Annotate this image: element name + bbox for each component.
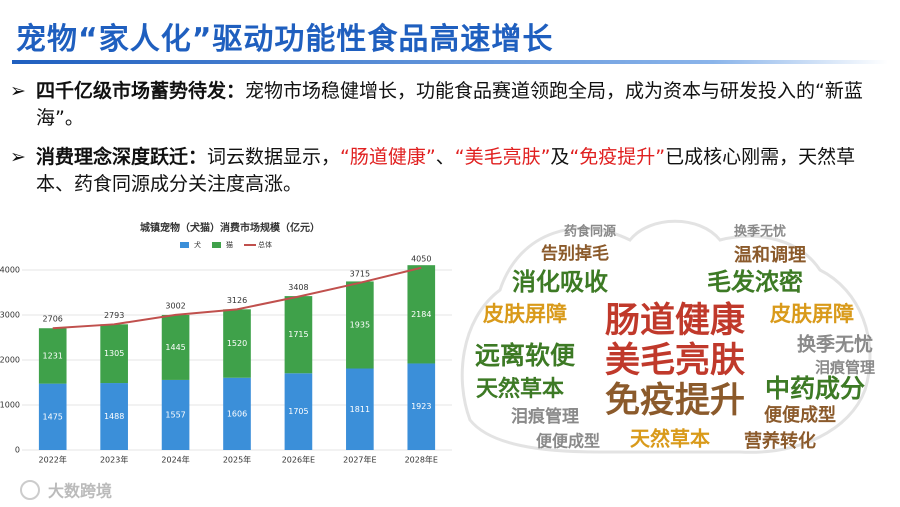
bar-segment (38, 328, 67, 384)
cloud-word: 中药成分 (765, 374, 865, 403)
bar-segment (100, 324, 128, 384)
bar-segment (100, 383, 128, 450)
y-tick-label: 3000 (0, 311, 20, 320)
data-label: 1488 (104, 412, 124, 421)
bar-segment (161, 379, 190, 450)
data-label: 2793 (104, 311, 124, 320)
data-label: 1557 (165, 410, 185, 419)
cloud-word: 消化吸收 (512, 268, 608, 296)
bar-segment (284, 373, 313, 450)
y-tick-label: 4000 (0, 266, 20, 275)
cloud-word: 换季无忧 (797, 333, 873, 356)
cloud-word: 温和调理 (734, 245, 806, 266)
bar-segment (346, 281, 374, 369)
data-label: 3002 (165, 301, 185, 310)
bar-segment (407, 265, 436, 364)
data-label: 1606 (227, 409, 247, 418)
bar-segment (223, 377, 251, 450)
bar-segment (38, 383, 67, 450)
cloud-word: 泪痕管理 (511, 406, 579, 427)
bullet-lead: 四千亿级市场蓄势待发： (36, 80, 246, 102)
data-label: 1520 (227, 339, 247, 348)
data-label: 2706 (43, 315, 63, 324)
legend-swatch (180, 242, 189, 248)
title-underline (12, 60, 888, 64)
x-tick-label: 2022年 (39, 455, 67, 465)
total-line (52, 266, 422, 330)
bullet-lead: 消费理念深度跃迁： (36, 146, 208, 168)
data-label: 1305 (104, 349, 124, 358)
chart-title: 城镇宠物（犬猫）消费市场规模（亿元） (140, 221, 320, 234)
cloud-word: 换季无忧 (734, 224, 786, 240)
bullet-text: “免疫提升” (569, 146, 666, 168)
data-label: 1811 (350, 405, 370, 414)
bar-segment (346, 368, 374, 450)
x-tick-label: 2028年E (405, 455, 438, 465)
cloud-word: 药食同源 (564, 224, 616, 240)
bullet: ➢ 四千亿级市场蓄势待发：宠物市场稳健增长，功能食品赛道领跑全局，成为资本与研发投… (10, 80, 863, 129)
y-tick-label: 2000 (0, 356, 20, 365)
data-label: 1705 (288, 407, 308, 416)
x-tick-label: 2023年 (100, 455, 128, 465)
cloud-word: 毛发浓密 (707, 268, 803, 296)
cloud-word: 便便成型 (764, 404, 836, 426)
data-label: 1445 (165, 343, 185, 352)
legend-label: 总体 (258, 240, 272, 249)
data-label: 3408 (288, 283, 308, 292)
bullet-text: 、 (435, 146, 455, 168)
x-tick-label: 2024年 (161, 455, 189, 465)
x-tick-label: 2026年E (282, 455, 315, 465)
x-tick-label: 2025年 (223, 455, 251, 465)
data-label: 3715 (350, 269, 370, 278)
pet-outline (460, 219, 872, 454)
bullet-text: 及 (550, 146, 570, 168)
bar-segment (161, 314, 190, 380)
logo-icon (20, 480, 40, 500)
cloud-word: 告别掉毛 (541, 243, 609, 264)
legend-swatch (212, 242, 221, 248)
bullet-text: 已成核心刚需，天然草本、药食同源成分关注度高涨。 (36, 146, 856, 195)
bullet-text: 词云数据显示， (207, 146, 341, 168)
cloud-word: 皮肤屏障 (770, 302, 854, 326)
y-tick-label: 0 (15, 446, 20, 455)
x-tick-label: 2027年E (343, 455, 376, 465)
data-label: 1923 (411, 402, 431, 411)
cloud-word: 天然草本 (476, 376, 564, 402)
cloud-word: 泪痕管理 (815, 359, 875, 377)
bullet-text: 宠物市场稳健增长，功能食品赛道领跑全局，成为资本与研发投入的“新蓝海”。 (36, 80, 863, 129)
cloud-word: 营养转化 (744, 430, 816, 452)
data-label: 4050 (411, 254, 431, 263)
bar-segment (407, 363, 436, 450)
bullet: ➢ 消费理念深度跃迁：词云数据显示，“肠道健康”、“美毛亮肤”及“免疫提升”已成核… (10, 146, 856, 195)
legend-label: 犬 (194, 240, 201, 249)
word-cloud: 药食同源 换季无忧 告别掉毛 温和调理 消化吸收 毛发浓密 皮肤屏障 肠道健康 … (475, 224, 875, 453)
bullet-text: “肠道健康” (340, 146, 436, 168)
slide-title: 宠物“家人化”驱动功能性食品高速增长 (16, 22, 554, 57)
data-label: 1475 (43, 412, 63, 421)
cloud-word: 远离软便 (475, 341, 576, 370)
data-label: 1231 (43, 351, 63, 360)
cloud-word: 天然草本 (630, 427, 710, 451)
cloud-word: 皮肤屏障 (483, 302, 567, 326)
cloud-word: 免疫提升 (605, 381, 745, 421)
cloud-word: 美毛亮肤 (605, 341, 745, 381)
data-label: 1715 (288, 330, 308, 339)
data-label: 2184 (411, 310, 431, 319)
footer-logo: 大数跨境 (48, 482, 112, 501)
bullet-text: “美毛亮肤” (454, 146, 551, 168)
cloud-word: 肠道健康 (605, 300, 745, 341)
bar-segment (284, 296, 313, 374)
data-label: 1935 (350, 320, 370, 329)
bar-segment (223, 309, 251, 378)
y-tick-label: 1000 (0, 401, 20, 410)
legend-label: 猫 (226, 240, 233, 249)
data-label: 3126 (227, 296, 247, 305)
cloud-word: 便便成型 (536, 432, 600, 451)
